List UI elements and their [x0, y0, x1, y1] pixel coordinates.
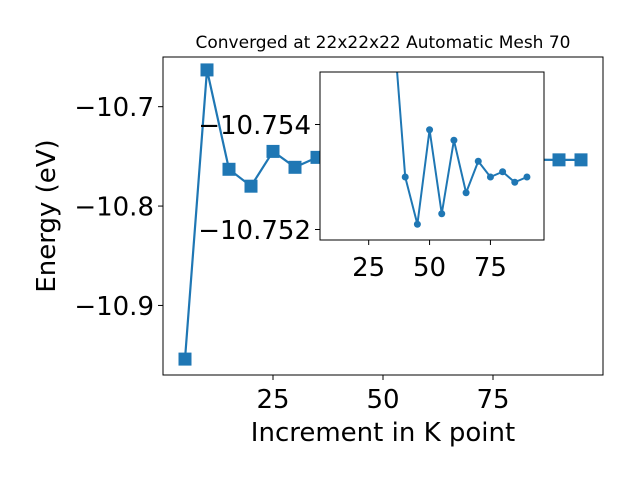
inset-data-point — [401, 173, 409, 181]
inset-y-ticks: −10.754 −10.752 — [198, 111, 320, 246]
main-x-ticks: 25 50 75 — [256, 375, 510, 415]
inset-series — [390, 16, 531, 228]
main-data-point — [222, 162, 236, 176]
inset-x-tick-label: 75 — [474, 253, 507, 283]
inset-data-point — [450, 136, 458, 144]
inset-data-point — [499, 168, 507, 176]
inset-y-tick-label: −10.754 — [198, 111, 311, 141]
inset-plot-area — [390, 16, 531, 228]
inset-plot-background — [320, 72, 544, 240]
main-data-point — [266, 144, 280, 158]
main-x-tick-label: 50 — [366, 385, 399, 415]
main-data-point — [244, 179, 258, 193]
inset-plot: 25 50 75 −10.754 −10.752 — [198, 16, 545, 283]
main-y-ticks: −10.9 −10.8 −10.7 — [74, 93, 163, 322]
inset-plot-frame — [319, 71, 545, 241]
main-data-point — [178, 352, 192, 366]
inset-data-point — [474, 157, 482, 165]
main-data-point — [200, 63, 214, 77]
main-x-tick-label: 75 — [476, 385, 509, 415]
y-axis-title: Energy (eV) — [32, 139, 62, 292]
x-axis-title: Increment in K point — [251, 418, 515, 448]
inset-data-point — [511, 178, 519, 186]
main-data-point — [574, 153, 588, 167]
inset-data-point — [413, 220, 421, 228]
main-x-tick-label: 25 — [256, 385, 289, 415]
inset-y-tick-label: −10.752 — [198, 216, 311, 246]
inset-x-tick-label: 25 — [352, 253, 385, 283]
main-y-tick-label: −10.7 — [74, 93, 154, 123]
inset-x-ticks: 25 50 75 — [352, 240, 507, 283]
inset-data-point — [523, 173, 531, 181]
main-y-tick-label: −10.9 — [74, 292, 154, 322]
inset-data-point — [462, 189, 470, 197]
chart-title: Converged at 22x22x22 Automatic Mesh 70 — [196, 33, 571, 53]
inset-data-point — [390, 16, 397, 23]
main-data-point — [288, 160, 302, 174]
main-data-point — [552, 153, 566, 167]
inset-data-point — [426, 126, 434, 134]
inset-data-point — [486, 173, 494, 181]
inset-x-tick-label: 50 — [413, 253, 446, 283]
inset-data-point — [438, 210, 446, 218]
main-y-tick-label: −10.8 — [74, 192, 154, 222]
